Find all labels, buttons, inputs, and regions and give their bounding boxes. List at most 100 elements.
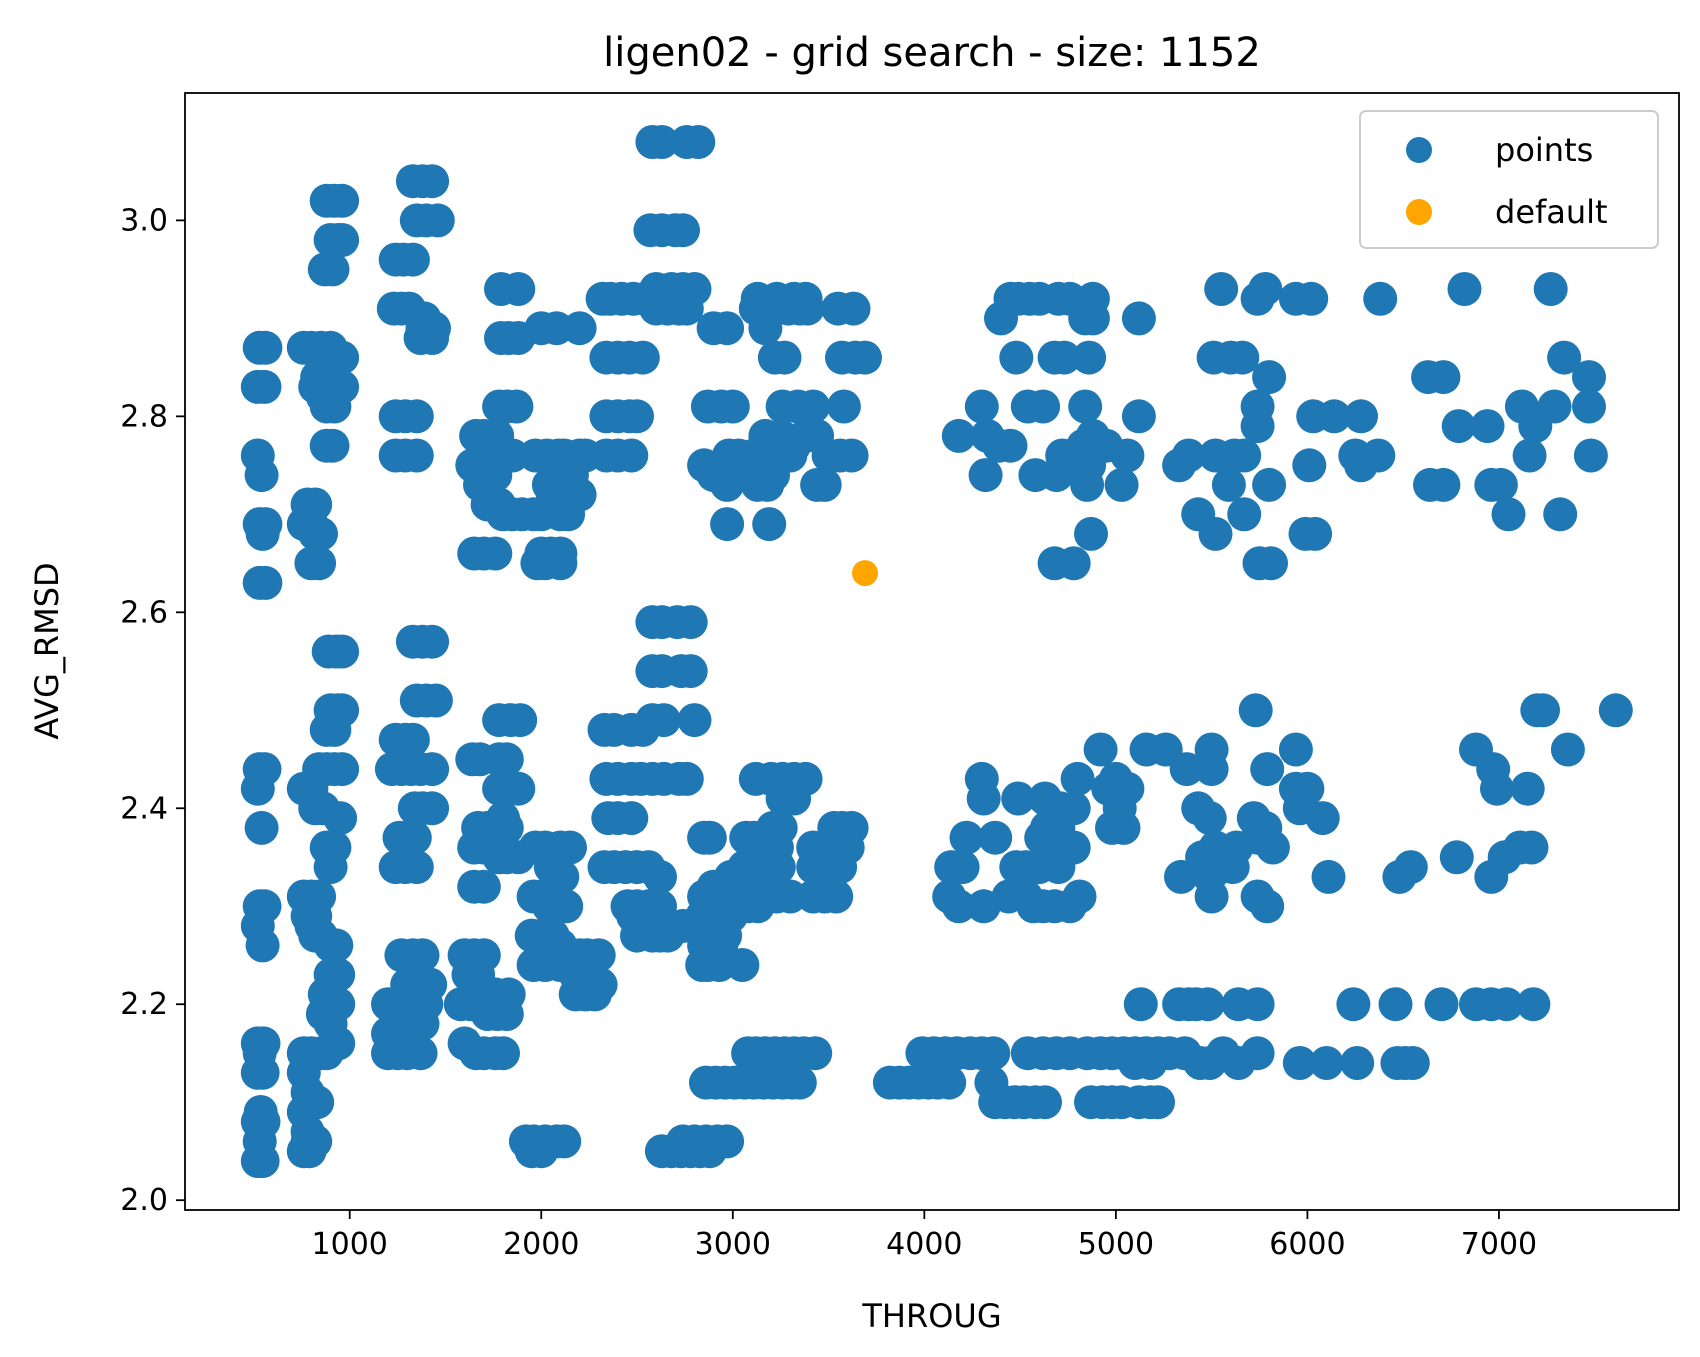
data-point bbox=[1106, 810, 1141, 845]
data-point bbox=[1121, 301, 1156, 336]
data-point bbox=[1192, 801, 1227, 836]
data-point bbox=[325, 752, 360, 787]
data-point bbox=[1062, 879, 1097, 914]
data-point bbox=[767, 340, 802, 375]
legend-label-points: points bbox=[1495, 131, 1593, 169]
data-point bbox=[710, 311, 745, 346]
data-point bbox=[292, 1134, 327, 1169]
data-point bbox=[543, 546, 578, 581]
data-point bbox=[245, 1144, 280, 1178]
data-point bbox=[823, 850, 858, 885]
data-point bbox=[524, 1134, 559, 1169]
data-point bbox=[1278, 732, 1313, 767]
data-point bbox=[710, 1124, 745, 1159]
data-point bbox=[1047, 340, 1082, 375]
data-point bbox=[1238, 693, 1273, 728]
data-point bbox=[1518, 409, 1553, 444]
x-tick-label: 5000 bbox=[1078, 1227, 1154, 1262]
data-point bbox=[968, 458, 1003, 493]
data-point bbox=[692, 820, 727, 855]
y-axis-label: AVG_RMSD bbox=[28, 562, 66, 739]
data-point bbox=[499, 389, 534, 424]
data-point bbox=[1255, 830, 1290, 865]
data-point bbox=[245, 928, 280, 963]
data-point bbox=[1344, 399, 1378, 434]
data-point bbox=[317, 389, 352, 424]
data-point bbox=[782, 1065, 817, 1100]
data-point bbox=[1060, 761, 1095, 796]
data-point bbox=[666, 213, 700, 248]
data-point bbox=[1250, 889, 1285, 924]
data-point bbox=[1254, 546, 1288, 581]
data-point bbox=[748, 311, 783, 346]
data-point bbox=[796, 389, 831, 424]
data-point bbox=[1227, 438, 1262, 473]
data-point bbox=[245, 516, 280, 551]
data-point bbox=[1072, 340, 1107, 375]
data-point bbox=[1447, 272, 1482, 306]
data-point bbox=[1133, 1046, 1168, 1080]
data-point bbox=[399, 850, 434, 885]
data-point bbox=[399, 438, 434, 473]
data-point bbox=[819, 879, 854, 914]
data-point bbox=[245, 1055, 280, 1090]
data-point bbox=[614, 438, 649, 473]
data-point bbox=[1298, 516, 1333, 551]
data-point bbox=[1514, 830, 1549, 865]
data-point bbox=[978, 820, 1013, 855]
data-point bbox=[1470, 409, 1505, 444]
data-point bbox=[420, 203, 455, 238]
data-point bbox=[834, 438, 869, 473]
data-point bbox=[1236, 801, 1271, 836]
data-point bbox=[1439, 840, 1474, 875]
data-point bbox=[798, 1036, 833, 1071]
data-point bbox=[1294, 281, 1329, 316]
data-point bbox=[1039, 458, 1074, 493]
y-tick-label: 2.4 bbox=[120, 791, 168, 826]
data-point bbox=[646, 703, 681, 738]
data-point bbox=[1543, 497, 1578, 532]
data-point bbox=[725, 948, 760, 982]
data-point bbox=[1240, 987, 1275, 1022]
data-point bbox=[478, 536, 513, 571]
axes: 1000 2000 3000 4000 5000 6000 7000 2.0 2.2 2.4 2.6… bbox=[120, 203, 1537, 1262]
data-point bbox=[325, 223, 360, 257]
data-point bbox=[1426, 467, 1461, 502]
data-point bbox=[395, 722, 430, 757]
data-point bbox=[1121, 399, 1156, 434]
legend-box bbox=[1359, 110, 1659, 249]
x-axis-label: THROUG bbox=[861, 1297, 1001, 1335]
data-point bbox=[715, 389, 750, 424]
data-point bbox=[1424, 987, 1459, 1022]
data-point bbox=[1336, 987, 1371, 1022]
data-point bbox=[1516, 987, 1551, 1022]
data-point bbox=[240, 771, 275, 806]
data-point bbox=[415, 791, 450, 826]
data-point bbox=[677, 703, 712, 738]
data-points bbox=[240, 125, 1633, 1178]
data-point bbox=[489, 997, 524, 1031]
data-point bbox=[826, 389, 861, 424]
data-point bbox=[1026, 389, 1061, 424]
data-point bbox=[1572, 389, 1606, 424]
data-point bbox=[1363, 281, 1398, 316]
y-tick-label: 2.2 bbox=[120, 987, 168, 1022]
data-point bbox=[501, 272, 536, 306]
data-point bbox=[1547, 340, 1582, 375]
data-point bbox=[848, 340, 882, 375]
data-point bbox=[415, 752, 450, 787]
data-point bbox=[1510, 771, 1545, 806]
data-point bbox=[1526, 693, 1560, 728]
data-point bbox=[1240, 409, 1275, 444]
x-tick-label: 1000 bbox=[312, 1227, 388, 1262]
data-point bbox=[248, 330, 283, 365]
data-point bbox=[710, 507, 745, 542]
legend-marker-default bbox=[1406, 199, 1432, 225]
data-point bbox=[941, 889, 976, 924]
default-point bbox=[852, 560, 878, 587]
data-point bbox=[551, 497, 586, 532]
data-point bbox=[1171, 438, 1206, 473]
data-point bbox=[1317, 399, 1352, 434]
y-tick-label: 2.0 bbox=[120, 1183, 168, 1218]
